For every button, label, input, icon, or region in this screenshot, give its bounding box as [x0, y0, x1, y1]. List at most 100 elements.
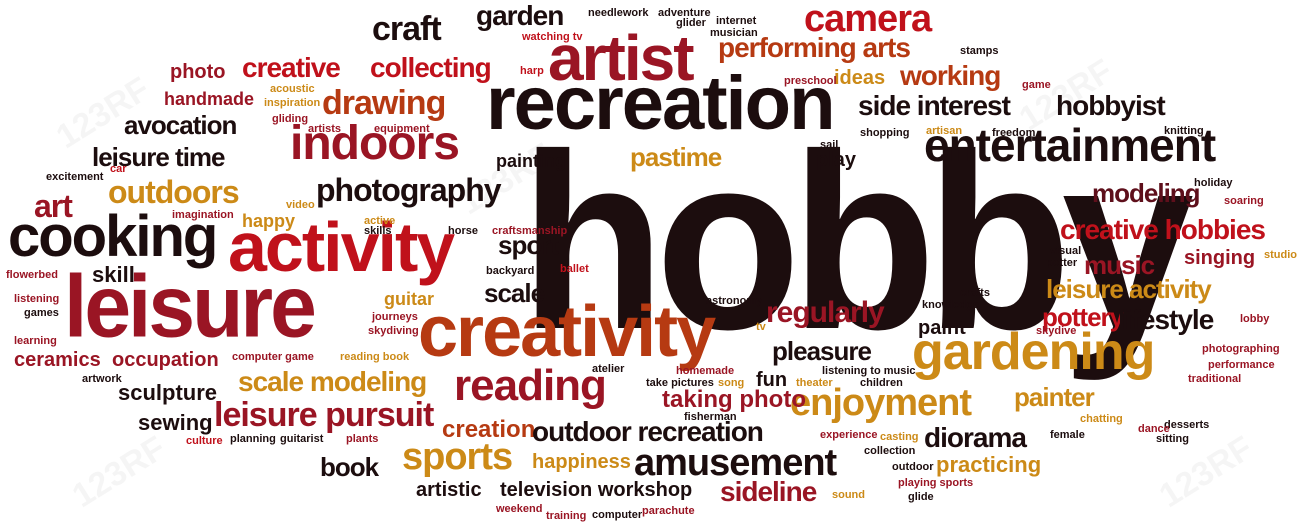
cloud-word: car — [110, 163, 127, 175]
cloud-word: scale — [484, 278, 545, 308]
cloud-word: working — [900, 60, 1001, 91]
cloud-word: ceramics — [14, 349, 101, 371]
cloud-word: outdoor recreation — [532, 416, 764, 447]
cloud-word: lifestyle — [1118, 304, 1214, 335]
cloud-word: indoors — [290, 117, 460, 170]
cloud-word: sound — [832, 489, 865, 501]
cloud-word: gliding — [272, 113, 309, 125]
cloud-word: musician — [710, 27, 758, 39]
cloud-word: computer game — [232, 351, 314, 363]
cloud-word: diorama — [924, 422, 1027, 453]
cloud-word: garden — [476, 0, 564, 31]
cloud-word: desserts — [1164, 419, 1210, 431]
cloud-word: painter — [1014, 382, 1095, 412]
cloud-word: regularly — [766, 296, 885, 329]
cloud-word: entertainment — [924, 119, 1216, 171]
cloud-word: craft — [372, 10, 442, 48]
cloud-word: artwork — [82, 373, 122, 385]
cloud-word: creative hobbies — [1060, 214, 1266, 245]
cloud-word: reading book — [340, 351, 410, 363]
cloud-word: stamps — [960, 45, 999, 57]
cloud-word: atelier — [592, 363, 625, 375]
cloud-word: traditional — [1188, 373, 1242, 385]
cloud-word: leisure pursuit — [214, 396, 434, 434]
cloud-word: television workshop — [500, 479, 693, 501]
cloud-word: freedom — [992, 127, 1036, 139]
cloud-word: shopping — [860, 127, 910, 139]
cloud-word: imagination — [172, 209, 234, 221]
cloud-word: book — [320, 452, 379, 482]
cloud-word: side interest — [858, 90, 1011, 121]
cloud-word: sewing — [138, 410, 213, 435]
cloud-word: experience — [820, 429, 878, 441]
cloud-word: glider — [676, 17, 706, 29]
cloud-word: equipment — [374, 123, 430, 135]
cloud-word: play — [816, 149, 857, 171]
cloud-word: guitar — [384, 289, 435, 309]
cloud-word: handmade — [164, 89, 255, 109]
cloud-word: taking photo — [662, 386, 806, 413]
cloud-word: pottery — [1042, 302, 1124, 332]
cloud-word: horse — [448, 225, 478, 237]
cloud-word: children — [860, 377, 903, 389]
cloud-word: sport — [498, 230, 559, 260]
cloud-word: artistic — [416, 479, 482, 501]
cloud-word: creative — [242, 52, 341, 83]
cloud-word: avocation — [124, 110, 237, 140]
cloud-word: playing sports — [898, 477, 974, 489]
cloud-word: sideline — [720, 476, 817, 507]
cloud-word: ideas — [834, 67, 886, 89]
cloud-word: music — [1084, 250, 1155, 280]
cloud-word: modeling — [1092, 178, 1201, 208]
cloud-word: plants — [346, 433, 379, 445]
cloud-word: chatting — [1080, 413, 1123, 425]
cloud-word: song — [718, 377, 745, 389]
cloud-word: glide — [908, 491, 934, 503]
cloud-word: guitarist — [280, 433, 324, 445]
cloud-word: computer — [592, 509, 643, 521]
cloud-word: internet — [716, 15, 757, 27]
cloud-word: reading — [454, 361, 607, 410]
cloud-word: game — [1022, 79, 1051, 91]
cloud-word: knitting — [1164, 125, 1204, 137]
cloud-word: games — [24, 307, 59, 319]
cloud-word: photo — [170, 61, 226, 83]
cloud-word: singing — [1184, 247, 1256, 269]
cloud-word: creation — [442, 416, 536, 443]
cloud-word: inspiration — [264, 97, 321, 109]
cloud-word: backyard — [486, 265, 535, 277]
cloud-word: flowerbed — [6, 269, 58, 281]
cloud-word: culture — [186, 435, 223, 447]
cloud-word: dance — [1138, 423, 1170, 435]
cloud-word: performing arts — [718, 32, 911, 63]
cloud-word: art — [34, 188, 73, 224]
cloud-word: parachute — [642, 505, 695, 517]
cloud-word: journeys — [372, 311, 418, 323]
cloud-word: cooking — [8, 204, 218, 269]
cloud-word: hobby — [520, 103, 1194, 382]
cloud-word: artist — [548, 22, 694, 94]
cloud-word: camera — [804, 0, 932, 40]
cloud-word: performance — [1208, 359, 1275, 371]
cloud-word: activity — [228, 208, 455, 286]
cloud-word: fun — [756, 369, 788, 391]
cloud-word: photographing — [1202, 343, 1280, 355]
cloud-word: scale modeling — [238, 366, 427, 397]
cloud-word: leisure activity — [1046, 274, 1212, 304]
cloud-word: take pictures — [646, 377, 714, 389]
cloud-word: enjoyment — [790, 382, 972, 424]
cloud-word: collecting — [370, 52, 492, 83]
cloud-word: pastime — [630, 142, 722, 172]
cloud-word: soaring — [1224, 195, 1264, 207]
cloud-word: occupation — [112, 349, 219, 371]
cloud-word: painting — [496, 151, 566, 171]
cloud-word: theater — [796, 377, 833, 389]
cloud-word: paint — [918, 317, 966, 339]
cloud-word: harp — [520, 65, 544, 77]
watermark-text: 123RF — [67, 431, 172, 514]
cloud-word: holiday — [1194, 177, 1233, 189]
cloud-word: sculpture — [118, 380, 218, 405]
cloud-word: happy — [242, 211, 296, 231]
cloud-word: photography — [316, 172, 502, 208]
